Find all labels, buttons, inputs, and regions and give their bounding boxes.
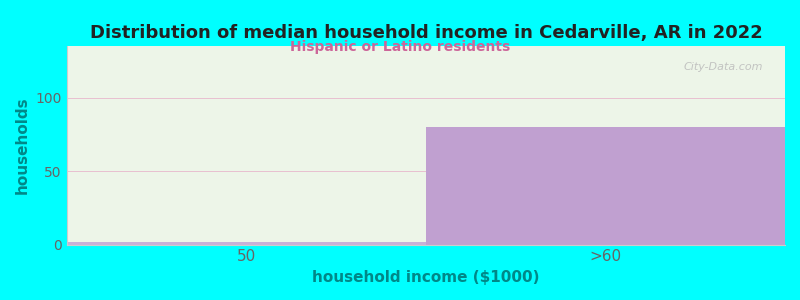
Bar: [426, 127, 785, 244]
Bar: [66, 242, 426, 244]
Title: Distribution of median household income in Cedarville, AR in 2022: Distribution of median household income …: [90, 24, 762, 42]
Y-axis label: households: households: [15, 97, 30, 194]
Bar: [66, 242, 426, 244]
X-axis label: household income ($1000): household income ($1000): [312, 270, 540, 285]
Text: Hispanic or Latino residents: Hispanic or Latino residents: [290, 40, 510, 53]
Text: City-Data.com: City-Data.com: [684, 62, 763, 72]
